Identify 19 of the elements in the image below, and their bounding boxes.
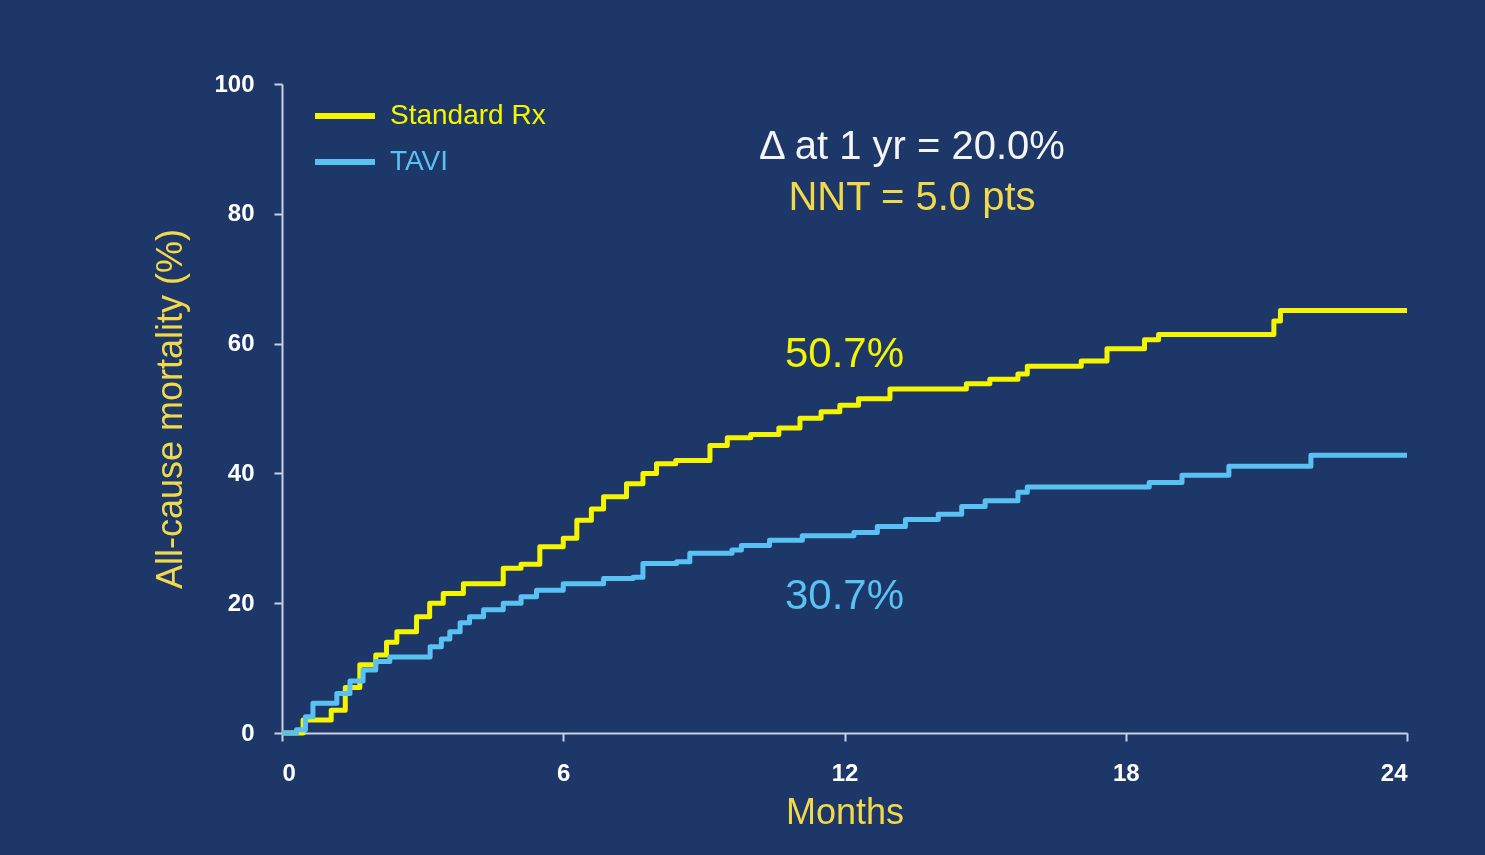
x-axis-title: Months (785, 790, 905, 832)
annotation: 30.7% (784, 570, 905, 618)
y-tick-label: 0 (241, 718, 255, 746)
annotation: NNT = 5.0 pts (788, 174, 1036, 218)
y-tick-label: 80 (227, 199, 255, 227)
legend-label: TAVI (390, 145, 449, 176)
x-tick-label: 6 (557, 758, 571, 786)
x-tick-label: 12 (831, 758, 859, 786)
x-tick-label: 0 (282, 758, 296, 786)
legend-label: Standard Rx (390, 99, 546, 130)
x-tick-label: 18 (1112, 758, 1140, 786)
y-tick-label: 60 (227, 329, 255, 357)
annotation: Δ at 1 yr = 20.0% (759, 123, 1065, 167)
y-tick-label: 20 (227, 588, 255, 616)
y-tick-label: 40 (227, 458, 255, 486)
y-axis-title: All-cause mortality (%) (149, 228, 191, 590)
annotation: 50.7% (784, 328, 905, 376)
x-tick-label: 24 (1380, 758, 1409, 786)
y-tick-label: 100 (214, 69, 255, 97)
